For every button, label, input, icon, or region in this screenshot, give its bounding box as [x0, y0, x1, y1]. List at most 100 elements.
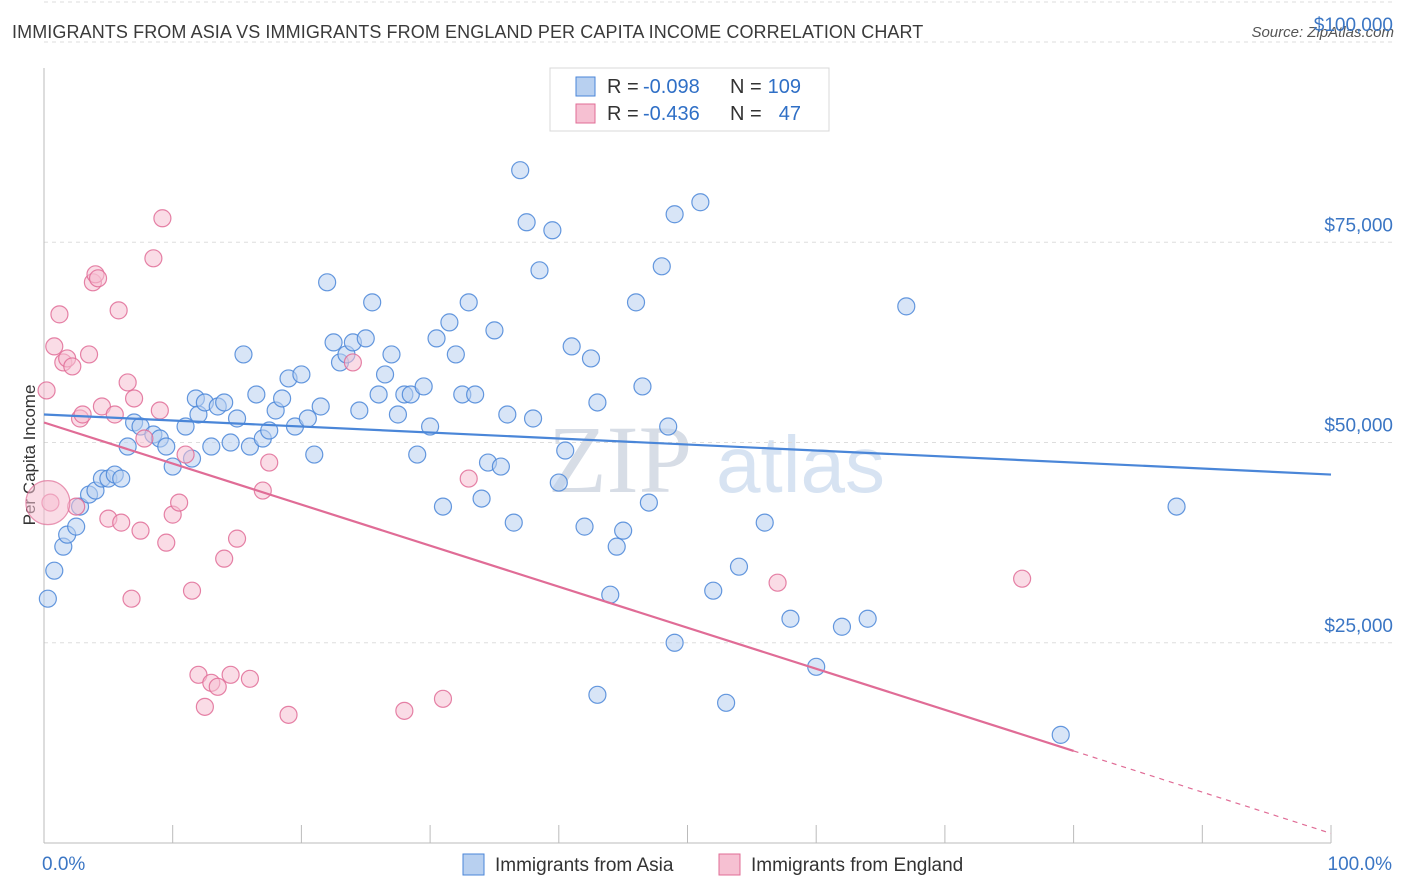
- england-point: [768, 573, 787, 592]
- asia-point: [305, 445, 324, 464]
- bottom-legend-label-england: Immigrants from England: [751, 855, 963, 876]
- asia-point: [652, 257, 671, 276]
- asia-point: [1051, 725, 1070, 744]
- asia-point: [504, 513, 523, 532]
- england-point: [170, 493, 189, 512]
- asia-point: [472, 489, 491, 508]
- asia-point: [414, 377, 433, 396]
- legend-r-label-asia: R =: [607, 76, 639, 98]
- asia-point: [67, 517, 86, 536]
- source-label: Source: ZipAtlas.com: [1251, 24, 1394, 41]
- asia-point: [311, 397, 330, 416]
- england-point: [124, 389, 144, 408]
- bottom-legend-label-asia: Immigrants from Asia: [495, 855, 674, 876]
- asia-point: [523, 409, 543, 428]
- legend-swatch-england: [575, 103, 596, 124]
- asia-point: [562, 337, 581, 356]
- asia-point: [530, 261, 549, 280]
- asia-point: [421, 417, 440, 436]
- england-point: [144, 249, 163, 268]
- england-point: [150, 401, 169, 420]
- asia-point: [755, 513, 774, 532]
- legend-n-value-england: 47: [779, 103, 801, 125]
- england-point: [176, 445, 195, 464]
- asia-point: [247, 385, 266, 404]
- y-tick-label: $25,000: [1324, 616, 1393, 637]
- asia-point: [440, 313, 459, 332]
- asia-point: [588, 685, 607, 704]
- y-tick-labels: $25,000 $50,000 $75,000 $100,000: [1314, 15, 1393, 637]
- asia-point: [375, 365, 395, 384]
- asia-point: [858, 609, 877, 628]
- england-point: [63, 357, 82, 376]
- bottom-legend-swatch-asia: [462, 853, 485, 876]
- legend-n-label-asia: N =: [730, 76, 762, 98]
- grid-lines: [44, 1, 1392, 644]
- asia-point: [356, 329, 375, 348]
- england-point: [88, 269, 108, 288]
- asia-point: [626, 293, 646, 312]
- england-point: [395, 701, 414, 720]
- asia-point: [614, 521, 633, 540]
- asia-point: [446, 345, 465, 364]
- england-point: [221, 665, 240, 684]
- asia-point: [543, 221, 562, 240]
- asia-point: [581, 349, 601, 368]
- asia-point: [350, 401, 369, 420]
- asia-point: [781, 609, 800, 628]
- asia-point: [466, 385, 485, 404]
- england-point: [157, 533, 176, 552]
- england-trend-line: [43, 421, 1074, 752]
- england-point: [433, 689, 453, 708]
- england-point: [73, 405, 92, 424]
- bottom-legend: Immigrants from Asia Immigrants from Eng…: [462, 853, 963, 876]
- asia-point: [485, 321, 504, 340]
- england-point: [279, 705, 298, 724]
- watermark-atlas: atlas: [716, 420, 885, 509]
- y-tick-label: $100,000: [1314, 15, 1393, 36]
- watermark: ZIP atlas: [548, 406, 885, 513]
- england-point: [135, 429, 154, 448]
- england-point: [182, 581, 202, 600]
- asia-point: [459, 293, 478, 312]
- legend-r-label-england: R =: [607, 103, 639, 125]
- asia-point: [157, 437, 176, 456]
- asia-point: [433, 497, 453, 516]
- england-point: [189, 665, 208, 684]
- asia-point: [549, 473, 568, 492]
- england-point: [227, 529, 247, 548]
- england-trend-extension: [1073, 750, 1332, 834]
- england-point: [343, 353, 362, 372]
- bottom-legend-swatch-england: [718, 853, 741, 876]
- series-england-points: [25, 209, 1032, 724]
- asia-point: [401, 385, 420, 404]
- asia-point: [633, 377, 652, 396]
- asia-point: [607, 537, 626, 556]
- asia-point: [408, 445, 427, 464]
- asia-point: [511, 161, 530, 180]
- asia-point: [45, 561, 64, 580]
- asia-point: [112, 469, 131, 488]
- asia-point: [292, 365, 311, 384]
- y-tick-label: $50,000: [1324, 416, 1393, 437]
- england-point: [79, 345, 99, 364]
- england-point: [37, 381, 56, 400]
- asia-point: [588, 393, 607, 412]
- asia-point: [221, 433, 240, 452]
- england-point: [109, 301, 128, 320]
- legend-r-value-asia: -0.098: [643, 76, 700, 98]
- asia-point: [665, 205, 684, 224]
- asia-point: [832, 617, 852, 636]
- asia-point: [318, 273, 337, 292]
- england-point: [50, 305, 69, 324]
- england-point-large: [25, 479, 71, 526]
- england-point: [112, 513, 131, 532]
- asia-point: [234, 345, 253, 364]
- england-point: [45, 337, 64, 356]
- asia-point: [369, 385, 388, 404]
- asia-point: [729, 557, 749, 576]
- asia-point: [388, 405, 408, 424]
- england-point: [459, 469, 478, 488]
- y-tick-label: $75,000: [1324, 215, 1393, 236]
- asia-point: [272, 389, 292, 408]
